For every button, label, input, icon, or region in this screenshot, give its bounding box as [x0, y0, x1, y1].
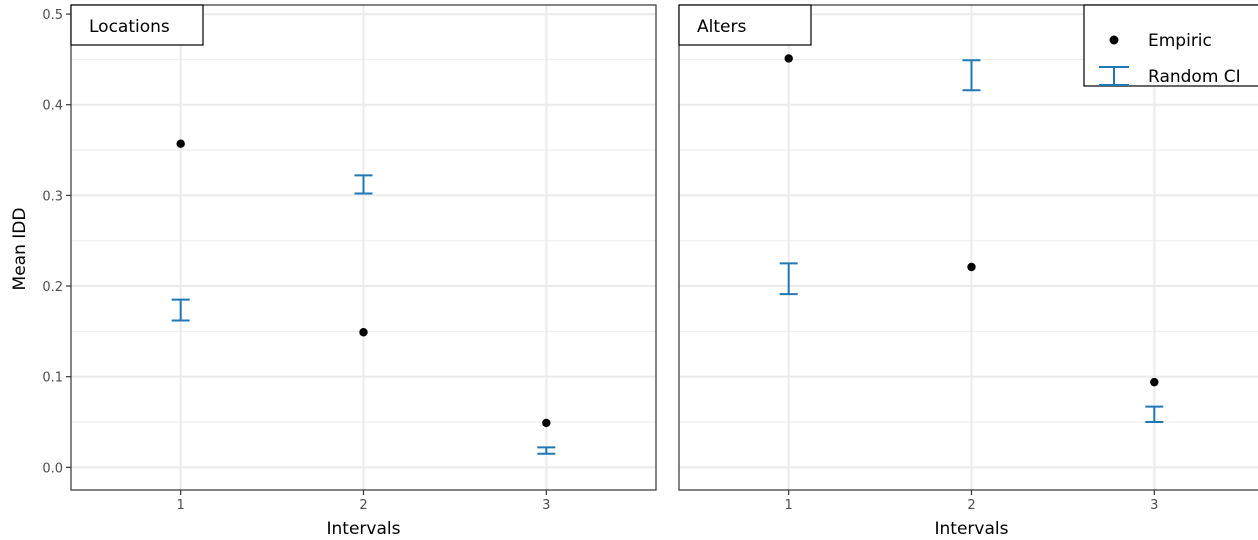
strip-text: Alters — [697, 17, 746, 37]
legend-label: Empiric — [1148, 31, 1212, 51]
y-tick-label: 0.3 — [42, 189, 63, 204]
random-ci-errorbar — [962, 59, 981, 92]
random-ci-errorbar — [354, 174, 373, 195]
y-tick-label: 0.2 — [42, 280, 63, 295]
x-axis-title: Intervals — [935, 519, 1009, 539]
legend-errorbar-key — [1099, 66, 1129, 86]
y-tick-label: 0.0 — [42, 461, 63, 476]
panel-locations: Locations 1 2 3 Intervals 0.0 0.1 0.2 0.3 0.4 0.5 — [42, 4, 657, 539]
x-tick-label: 1 — [177, 498, 185, 513]
legend-item: Empiric — [1109, 31, 1212, 51]
empiric-point — [784, 54, 793, 63]
y-axis-title: Mean IDD — [10, 208, 30, 291]
legend-item: Random CI — [1099, 66, 1241, 87]
random-ci-errorbar — [171, 298, 190, 322]
strip-text: Locations — [89, 17, 170, 37]
legend-point-key — [1109, 35, 1119, 45]
empiric-point — [1150, 377, 1159, 387]
empiric-point — [176, 139, 185, 148]
panel-alters: Alters 1 2 3 Intervals — [678, 4, 1258, 539]
x-tick-label: 3 — [1150, 498, 1158, 513]
strip-label: Locations — [70, 4, 204, 46]
empiric-point — [542, 418, 551, 428]
legend-label: Random CI — [1148, 67, 1241, 87]
empiric-point — [359, 328, 368, 337]
panels-layer: Locations 1 2 3 Intervals 0.0 0.1 0.2 0.3 0.4 0.5 A… — [42, 4, 1258, 539]
random-ci-errorbar — [1145, 405, 1164, 424]
y-tick-label: 0.4 — [42, 99, 63, 114]
x-tick-label: 3 — [542, 498, 550, 513]
legend: Empiric Random CI — [1083, 4, 1258, 87]
random-ci-errorbar — [537, 446, 556, 455]
strip-label: Alters — [678, 4, 812, 46]
y-tick-label: 0.1 — [42, 371, 63, 386]
x-tick-label: 2 — [967, 498, 975, 513]
random-ci-errorbar — [779, 262, 798, 296]
empiric-point — [967, 262, 976, 272]
y-tick-label: 0.5 — [42, 8, 63, 23]
x-tick-label: 2 — [359, 498, 367, 513]
x-axis-title: Intervals — [327, 519, 401, 539]
x-tick-label: 1 — [785, 498, 793, 513]
